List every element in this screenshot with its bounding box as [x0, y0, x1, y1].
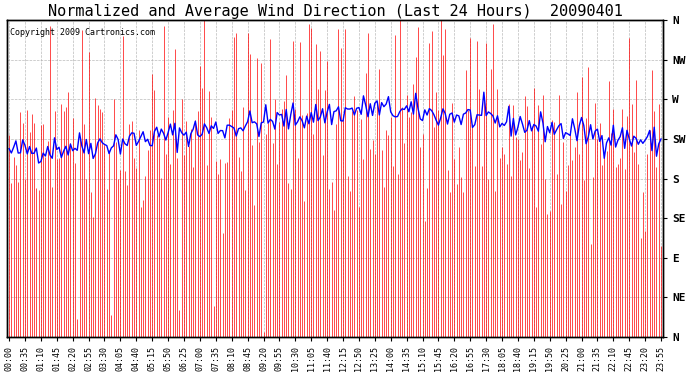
- Text: Copyright 2009 Cartronics.com: Copyright 2009 Cartronics.com: [10, 28, 155, 37]
- Title: Normalized and Average Wind Direction (Last 24 Hours)  20090401: Normalized and Average Wind Direction (L…: [48, 4, 622, 19]
